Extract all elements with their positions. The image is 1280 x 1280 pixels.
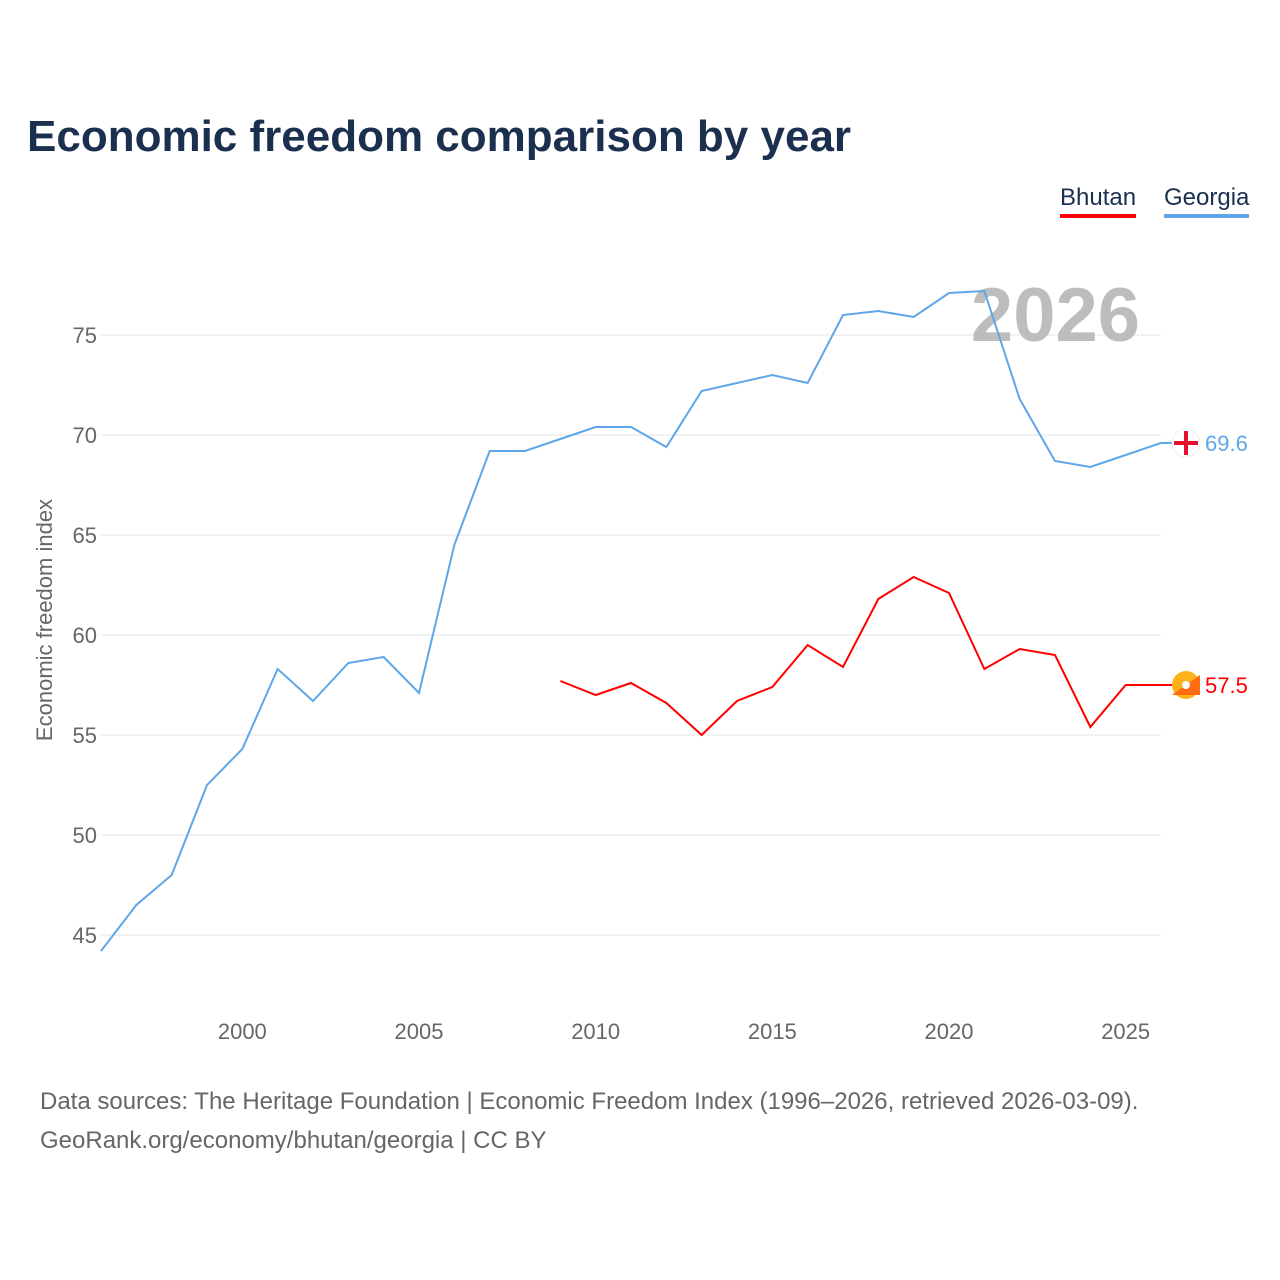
end-value-label: 57.5 bbox=[1205, 673, 1248, 698]
y-axis-label: Economic freedom index bbox=[32, 499, 57, 741]
y-tick-label: 55 bbox=[73, 723, 97, 748]
legend-bhutan[interactable]: Bhutan bbox=[1060, 184, 1137, 218]
series-line-bhutan bbox=[559, 575, 1161, 737]
x-tick-label: 2025 bbox=[1101, 1019, 1150, 1044]
x-tick-label: 2010 bbox=[571, 1019, 620, 1044]
x-tick-label: 2005 bbox=[395, 1019, 444, 1044]
x-tick-label: 2020 bbox=[925, 1019, 974, 1044]
y-tick-label: 65 bbox=[73, 523, 97, 548]
end-value-label: 69.6 bbox=[1205, 431, 1248, 456]
x-tick-label: 2015 bbox=[748, 1019, 797, 1044]
x-tick-label: 2000 bbox=[218, 1019, 267, 1044]
source-text: Data sources: The Heritage Foundation | … bbox=[40, 1088, 1139, 1115]
source-link[interactable]: GeoRank.org/economy/bhutan/georgia | CC … bbox=[40, 1127, 547, 1154]
y-tick-label: 75 bbox=[73, 323, 97, 348]
year-watermark: 2026 bbox=[971, 273, 1140, 358]
y-tick-label: 50 bbox=[73, 823, 97, 848]
series-line-georgia bbox=[100, 289, 1162, 952]
legend-georgia[interactable]: Georgia bbox=[1164, 184, 1250, 218]
y-tick-label: 45 bbox=[73, 923, 97, 948]
georgia-flag-cross bbox=[1174, 441, 1198, 445]
bhutan-flag-dragon bbox=[1182, 681, 1190, 689]
y-tick-label: 70 bbox=[73, 423, 97, 448]
y-tick-label: 60 bbox=[73, 623, 97, 648]
chart-title: Economic freedom comparison by year bbox=[27, 112, 852, 161]
